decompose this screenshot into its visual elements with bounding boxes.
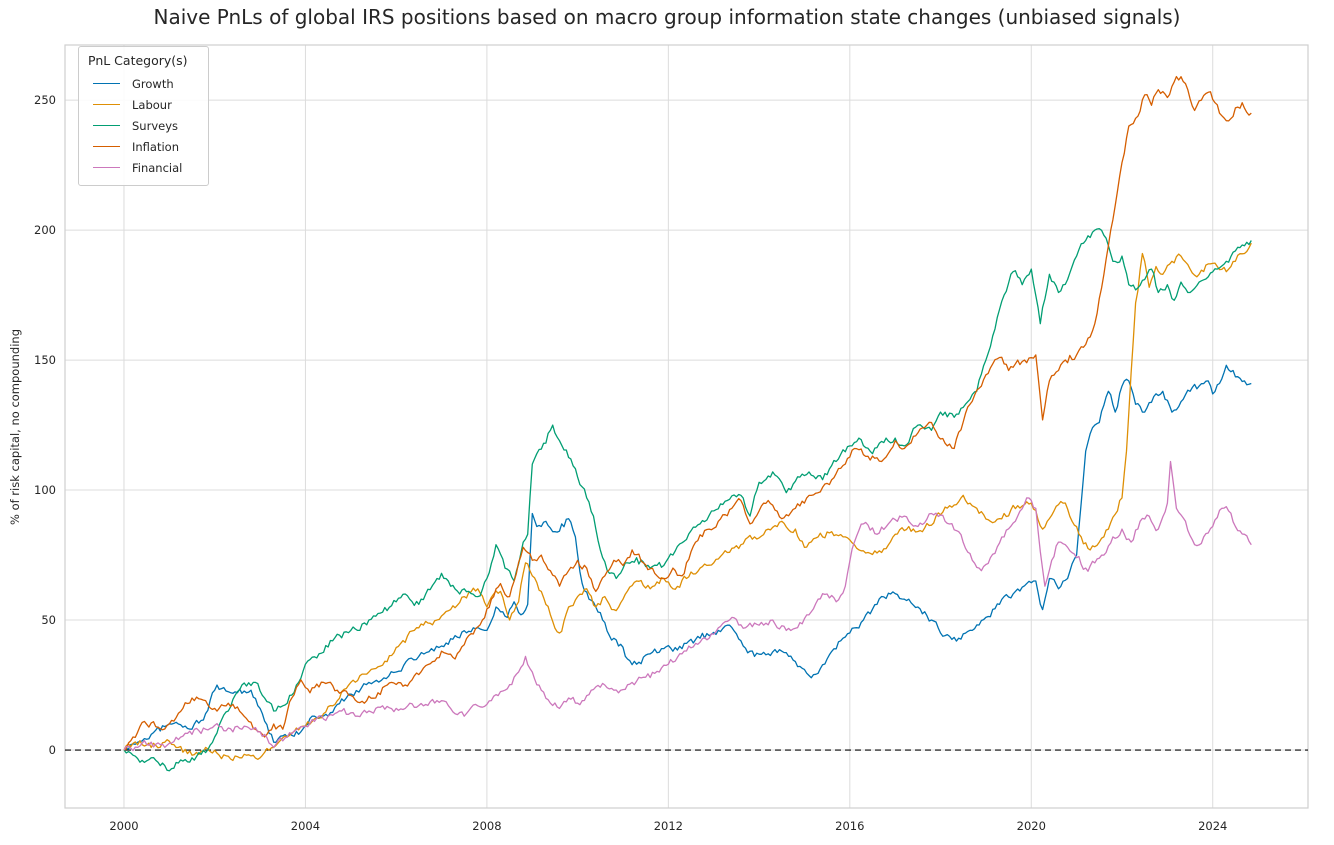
x-tick-label: 2012	[654, 819, 683, 833]
series-line-financial	[123, 460, 1252, 752]
chart-title: Naive PnLs of global IRS positions based…	[153, 5, 1181, 29]
y-tick-label: 100	[34, 483, 56, 497]
series-line-labour	[123, 242, 1252, 762]
x-tick-label: 2000	[109, 819, 138, 833]
legend-label: Financial	[132, 160, 183, 175]
legend-items: Growth Labour Surveys Inflation Financial	[88, 73, 200, 178]
x-tick-label: 2016	[835, 819, 864, 833]
x-tick-label: 2024	[1198, 819, 1227, 833]
plot-border	[64, 44, 1309, 809]
legend-item-growth: Growth	[88, 73, 200, 94]
series-line-surveys	[123, 228, 1252, 772]
legend: PnL Category(s) Growth Labour Surveys Infla…	[78, 46, 209, 186]
legend-label: Growth	[132, 76, 174, 91]
legend-item-labour: Labour	[88, 94, 200, 115]
x-tick-label: 2004	[291, 819, 320, 833]
y-tick-label: 200	[34, 223, 56, 237]
y-tick-label: 0	[49, 743, 56, 757]
legend-item-financial: Financial	[88, 157, 200, 178]
legend-swatch-surveys	[93, 125, 120, 126]
y-tick-label: 150	[34, 353, 56, 367]
legend-item-inflation: Inflation	[88, 136, 200, 157]
legend-label: Inflation	[132, 139, 179, 154]
legend-item-surveys: Surveys	[88, 115, 200, 136]
legend-swatch-growth	[93, 83, 120, 84]
legend-label: Surveys	[132, 118, 178, 133]
x-tick-label: 2008	[472, 819, 501, 833]
legend-swatch-labour	[93, 104, 120, 105]
legend-title: PnL Category(s)	[88, 53, 188, 68]
series-line-inflation	[123, 75, 1252, 751]
x-tick-label: 2020	[1017, 819, 1046, 833]
y-tick-label: 50	[41, 613, 56, 627]
legend-label: Labour	[132, 97, 172, 112]
legend-swatch-financial	[93, 167, 120, 168]
series-line-growth	[123, 364, 1252, 751]
legend-swatch-inflation	[93, 146, 120, 147]
y-tick-label: 250	[34, 93, 56, 107]
